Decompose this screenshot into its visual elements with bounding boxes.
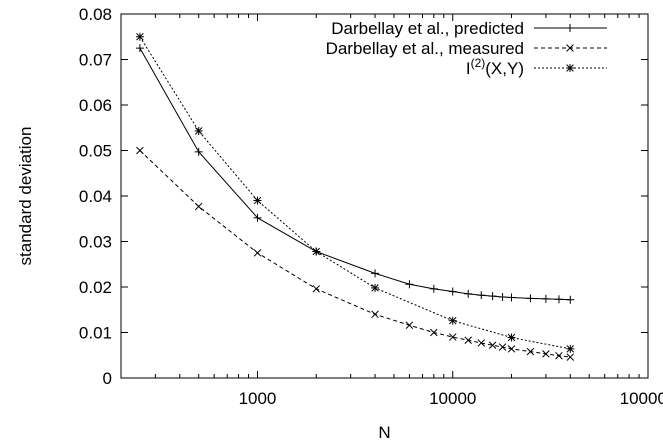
- y-tick-label: 0.08: [79, 5, 112, 24]
- data-point: [541, 294, 550, 303]
- series-line: [139, 150, 571, 358]
- data-point: [566, 24, 574, 32]
- data-point: [464, 336, 472, 344]
- data-point: [488, 341, 497, 349]
- data-point: [464, 289, 473, 298]
- data-point: [566, 44, 574, 52]
- data-point: [498, 343, 507, 351]
- y-tick-label: 0: [103, 369, 112, 388]
- data-point: [136, 146, 144, 155]
- data-point: [507, 293, 516, 302]
- data-point: [194, 147, 203, 156]
- x-axis-label: N: [378, 423, 390, 442]
- series-darbellay-et-al-measured: [136, 146, 575, 361]
- data-point: [448, 287, 457, 296]
- data-point: [498, 293, 507, 302]
- data-point: [405, 321, 414, 329]
- data-point: [253, 213, 262, 222]
- data-point: [477, 291, 486, 300]
- series-line: [139, 47, 571, 301]
- y-tick-label: 0.04: [79, 187, 112, 206]
- data-point: [135, 44, 144, 53]
- series-line: [139, 36, 571, 350]
- data-point: [194, 202, 203, 211]
- data-point: [507, 345, 516, 353]
- data-point: [507, 333, 516, 342]
- data-point: [405, 280, 414, 289]
- y-tick-label: 0.02: [79, 278, 112, 297]
- data-point: [526, 294, 535, 303]
- data-point: [253, 249, 262, 257]
- data-point: [542, 350, 550, 358]
- series-mutual-information: [135, 32, 575, 353]
- data-point: [371, 310, 379, 319]
- data-point: [312, 247, 321, 256]
- y-tick-label: 0.01: [79, 324, 112, 343]
- data-point: [371, 269, 380, 278]
- x-tick-label: 1000: [239, 389, 277, 408]
- legend-label: Darbellay et al., predicted: [331, 19, 524, 38]
- data-point: [312, 285, 321, 293]
- series-darbellay-et-al-predicted: [135, 44, 575, 304]
- data-point: [194, 126, 203, 135]
- data-point: [488, 292, 497, 301]
- data-point: [430, 328, 438, 337]
- data-point: [253, 196, 262, 205]
- series-layer: [135, 32, 575, 361]
- data-point: [554, 295, 563, 304]
- y-tick-label: 0.05: [79, 142, 112, 161]
- y-tick-label: 0.07: [79, 51, 112, 70]
- data-point: [448, 316, 457, 325]
- data-point: [371, 283, 380, 292]
- legend-label: I(2)(X,Y): [466, 56, 524, 78]
- ticks-layer: 0 0.01 0.02 0.03 0.04 0.05 0.06 0.07 0.08 1000 100…: [79, 5, 663, 408]
- y-axis-label: standard deviation: [16, 127, 35, 266]
- data-point: [566, 353, 575, 361]
- y-tick-label: 0.06: [79, 96, 112, 115]
- legend-label: Darbellay et al., measured: [326, 39, 524, 58]
- data-point: [566, 295, 575, 304]
- x-tick-label: 100000: [620, 389, 663, 408]
- data-point: [429, 284, 438, 293]
- data-point: [448, 333, 457, 341]
- data-point: [135, 32, 144, 41]
- x-tick-label: 10000: [429, 389, 476, 408]
- y-tick-label: 0.03: [79, 233, 112, 252]
- data-point: [566, 344, 575, 353]
- data-point: [566, 64, 574, 72]
- plot-frame: [120, 13, 649, 379]
- data-point: [526, 347, 535, 356]
- data-point: [477, 339, 486, 347]
- data-point: [555, 351, 563, 360]
